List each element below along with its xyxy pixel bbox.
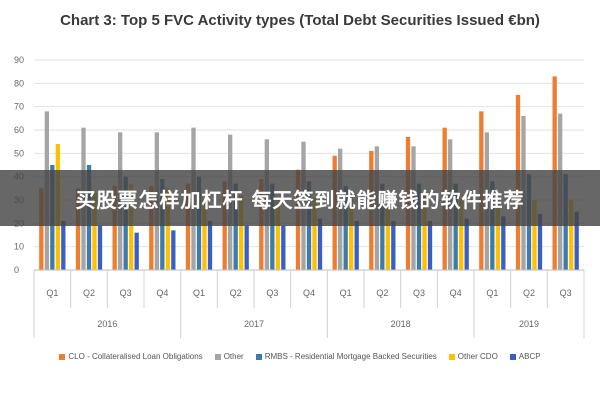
group-label: 2017 — [244, 319, 264, 329]
legend-swatch — [214, 353, 221, 360]
legend-item: Other — [214, 352, 244, 361]
bar — [39, 188, 44, 270]
bar — [391, 221, 396, 270]
legend-label: CLO - Collateralised Loan Obligations — [68, 352, 203, 361]
bar — [385, 197, 390, 270]
x-tick-label: Q2 — [83, 288, 95, 298]
legend-label: RMBS - Residential Mortgage Backed Secur… — [264, 352, 437, 361]
x-tick-label: Q3 — [560, 288, 572, 298]
bar — [61, 221, 66, 270]
bar — [149, 186, 154, 270]
y-tick-label: 10 — [14, 242, 24, 252]
bar — [244, 225, 249, 270]
legend-swatch — [448, 353, 455, 360]
legend-swatch — [59, 353, 66, 360]
bar — [495, 200, 500, 270]
bar — [537, 214, 543, 270]
bar — [349, 197, 354, 270]
group-label: 2019 — [519, 319, 539, 329]
legend-swatch — [255, 353, 262, 360]
bar — [317, 218, 323, 270]
bar — [207, 221, 213, 270]
bar — [92, 193, 97, 270]
y-tick-label: 50 — [14, 148, 24, 158]
bar — [185, 183, 191, 270]
y-tick-label: 0 — [14, 265, 19, 275]
legend-label: Other — [223, 352, 244, 361]
x-tick-label: Q1 — [193, 288, 205, 298]
bar — [312, 197, 317, 270]
bar — [416, 183, 422, 270]
x-tick-label: Q4 — [303, 288, 315, 298]
x-axis: Q1 Q2 Q3 Q4 Q1 Q2 Q3 Q4 Q1 Q2 Q3 Q4 Q1 Q2 Q3 2016 2017 20… — [33, 269, 585, 338]
y-tick-label: 70 — [14, 102, 24, 112]
bar — [343, 186, 348, 270]
x-tick-label: Q1 — [486, 288, 498, 298]
bar — [112, 186, 117, 270]
x-tick-label: Q3 — [413, 288, 425, 298]
x-tick-label: Q3 — [120, 288, 132, 298]
bar — [275, 197, 280, 270]
group-label: 2018 — [391, 319, 411, 329]
bar — [165, 188, 170, 270]
bar — [422, 195, 427, 270]
legend-label: Other CDO — [457, 352, 498, 361]
bar — [233, 183, 238, 270]
chart-legend: CLO - Collateralised Loan Obligations Oth… — [0, 352, 600, 361]
bar — [380, 183, 385, 270]
bar — [354, 221, 359, 270]
bar — [129, 183, 134, 270]
overlay-banner-text: 买股票怎样加杠杆 每天签到就能赚钱的软件推荐 — [75, 187, 525, 212]
overlay-banner: 买股票怎样加杠杆 每天签到就能赚钱的软件推荐 — [0, 170, 600, 226]
x-tick-label: Q1 — [46, 288, 58, 298]
legend-item: Other CDO — [448, 352, 498, 361]
bar — [532, 200, 537, 270]
legend-swatch — [509, 353, 516, 360]
bar — [501, 216, 506, 270]
x-tick-label: Q4 — [450, 288, 462, 298]
chart-title: Chart 3: Top 5 FVC Activity types (Total… — [60, 12, 540, 29]
bar — [281, 225, 286, 270]
legend-item: ABCP — [509, 352, 541, 361]
bar — [202, 197, 207, 270]
legend-item: CLO - Collateralised Loan Obligations — [59, 352, 203, 361]
group-label: 2016 — [97, 319, 117, 329]
bar — [574, 211, 579, 270]
bar — [427, 221, 433, 270]
bar — [134, 232, 139, 270]
bar — [569, 200, 574, 270]
x-tick-label: Q2 — [376, 288, 388, 298]
y-tick-label: 90 — [14, 55, 24, 65]
bar — [459, 197, 464, 270]
bar — [97, 225, 103, 270]
bar — [239, 195, 244, 270]
x-tick-label: Q2 — [230, 288, 242, 298]
y-tick-label: 80 — [14, 78, 24, 88]
x-tick-label: Q1 — [340, 288, 352, 298]
x-tick-label: Q4 — [156, 288, 168, 298]
bar — [453, 183, 458, 270]
x-tick-label: Q2 — [523, 288, 535, 298]
x-tick-label: Q3 — [266, 288, 278, 298]
bar — [464, 218, 469, 270]
bar — [171, 230, 176, 270]
legend-label: ABCP — [518, 352, 541, 361]
legend-item: RMBS - Residential Mortgage Backed Secur… — [255, 352, 437, 361]
bar — [75, 188, 81, 270]
y-tick-label: 60 — [14, 125, 24, 135]
bar — [270, 183, 275, 270]
y-axis-ticks: 0102030405060708090 — [14, 55, 24, 275]
